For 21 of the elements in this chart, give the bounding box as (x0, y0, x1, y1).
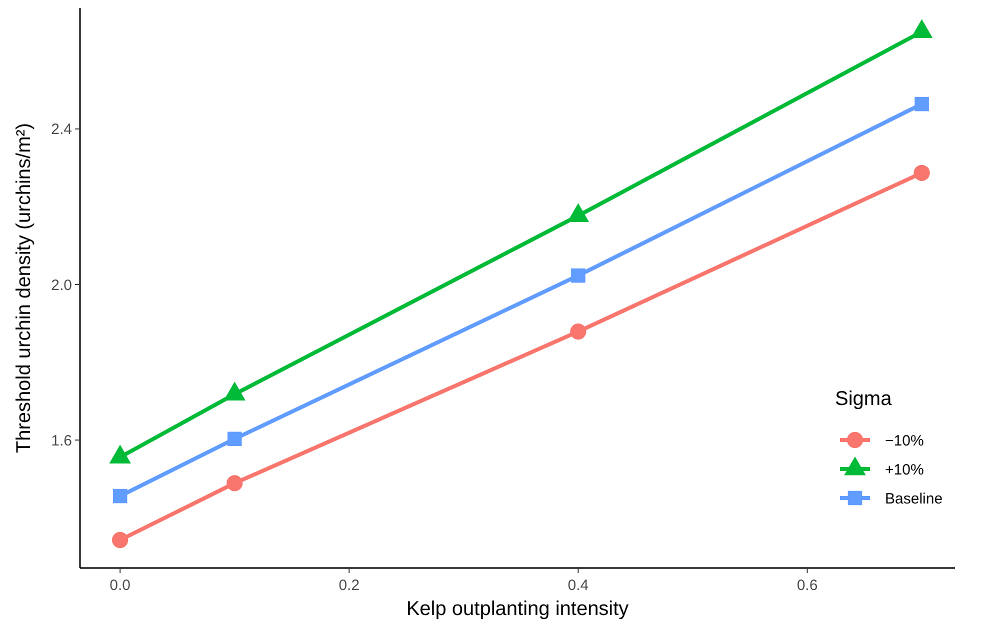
point (112, 532, 128, 548)
x-tick-label: 0.6 (796, 577, 818, 594)
legend-title: Sigma (835, 388, 893, 410)
legend-label: −10% (885, 432, 924, 450)
point (914, 164, 930, 181)
legend-label: +10% (885, 461, 924, 478)
point (570, 323, 586, 340)
x-tick-label: 0.2 (338, 577, 360, 594)
point (227, 432, 242, 446)
x-axis-title: Kelp outplanting intensity (406, 598, 629, 620)
point (226, 475, 243, 492)
y-axis-title: Threshold urchin density (urchins/m²) (13, 122, 35, 454)
y-tick-label: 2.0 (51, 276, 72, 294)
x-tick-label: 0.0 (110, 577, 131, 594)
point (571, 268, 586, 283)
y-tick-label: 1.6 (51, 432, 72, 450)
point (914, 96, 929, 112)
x-tick-label: 0.4 (568, 577, 589, 594)
point (112, 488, 128, 504)
legend-label: Baseline (885, 490, 943, 508)
y-tick-label: 2.4 (51, 121, 72, 138)
